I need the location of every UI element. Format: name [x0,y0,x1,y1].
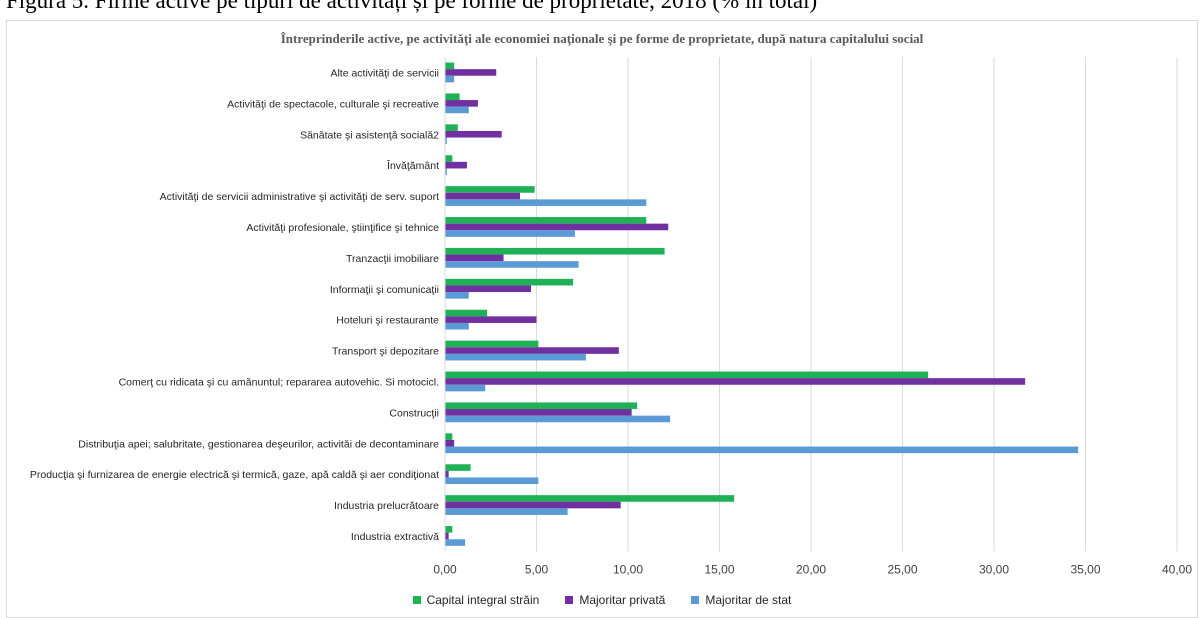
x-tick-label: 20,00 [796,562,826,576]
bar-private [445,192,521,200]
bar-foreign [445,124,458,131]
bar-state [445,477,539,485]
category-label: Alte activităţi de servicii [330,67,439,79]
chart-title: Întreprinderile active, pe activităţi al… [280,31,924,46]
bar-foreign [445,93,460,101]
bar-foreign [445,340,539,348]
bar-state [445,137,447,145]
bar-state [445,446,1079,454]
bar-foreign [445,526,453,533]
bar-state [445,230,575,237]
category-label: Transport şi depozitare [332,346,439,358]
bar-state [445,261,579,268]
x-tick-label: 15,00 [704,562,734,576]
bar-private [445,409,632,416]
category-label: Industria prelucrătoare [334,500,439,512]
bar-state [445,384,486,392]
category-label: Activităţi de servicii administrative şi… [160,191,439,203]
category-label: Comerţ cu ridicata şi cu amănuntul; repa… [119,376,439,388]
x-tick-label: 0,00 [433,562,457,576]
bar-foreign [445,371,929,379]
legend-swatch [565,596,574,604]
bar-private [445,501,621,509]
bar-foreign [445,464,471,471]
category-label: Distribuţia apei; salubritate, gestionar… [78,438,439,450]
bar-foreign [445,278,574,286]
bar-state [445,199,647,206]
bar-state [445,168,447,176]
bar-state [445,322,469,330]
x-tick-label: 5,00 [525,562,549,576]
bar-state [445,415,671,423]
bar-state [445,539,466,546]
category-label: Activităţi de spectacole, culturale şi r… [227,98,439,110]
bar-foreign [445,433,453,440]
figure-caption: Figura 5. Firme active pe tipuri de acti… [6,0,818,13]
bar-state [445,353,586,361]
legend-item: Majoritar privată [565,593,665,607]
bar-private [445,316,537,323]
chart-legend: Capital integral străin Majoritar privată… [7,593,1197,607]
bar-foreign [445,402,638,410]
bar-private [445,378,1026,385]
bar-state [445,292,469,299]
category-label: Industria extractivă [351,531,439,543]
bar-state [445,106,469,114]
bar-foreign [445,495,735,502]
x-tick-label: 40,00 [1162,562,1192,576]
bar-foreign [445,217,647,224]
x-tick-label: 25,00 [887,562,917,576]
bar-foreign [445,186,535,193]
legend-label: Capital integral străin [426,593,540,607]
category-label: Producţia şi furnizarea de energie elect… [30,469,439,481]
category-label: Sănătate şi asistenţă socială2 [300,129,439,141]
category-label: Hoteluri şi restaurante [336,315,439,327]
bar-private [445,439,455,447]
category-label: Construcţii [389,407,439,419]
category-label: Învăţământ [386,159,439,172]
bar-private [445,100,478,107]
x-tick-label: 35,00 [1070,562,1100,576]
bar-private [445,532,449,540]
bar-foreign [445,62,455,70]
legend-item: Capital integral străin [412,593,540,607]
bar-private [445,470,449,478]
chart-area: Întreprinderile active, pe activităţi al… [6,20,1198,618]
legend-label: Majoritar privată [579,593,666,607]
bar-foreign [445,309,488,317]
bar-private [445,130,502,138]
bar-private [445,223,669,231]
bar-state [445,75,455,83]
bar-foreign [445,247,665,255]
bar-chart: 0,00 5,00 10,00 15,00 20,00 25,00 30,00 35,00 40… [30,57,1192,576]
legend-swatch [691,596,700,604]
bar-private [445,285,532,293]
category-label: Activităţi profesionale, ştiinţifice şi … [246,222,439,234]
bar-private [445,69,497,76]
x-tick-label: 30,00 [979,562,1009,576]
legend-swatch [412,596,421,604]
category-label: Tranzacţii imobiliare [346,253,439,265]
bar-state [445,508,568,515]
category-label: Informaţii şi comunicaţii [330,284,439,296]
bar-private [445,254,504,262]
x-tick-label: 10,00 [613,562,643,576]
bar-private [445,161,467,169]
bar-foreign [445,155,453,162]
legend-label: Majoritar de stat [705,593,792,607]
legend-item: Majoritar de stat [691,593,791,607]
bar-private [445,347,619,354]
